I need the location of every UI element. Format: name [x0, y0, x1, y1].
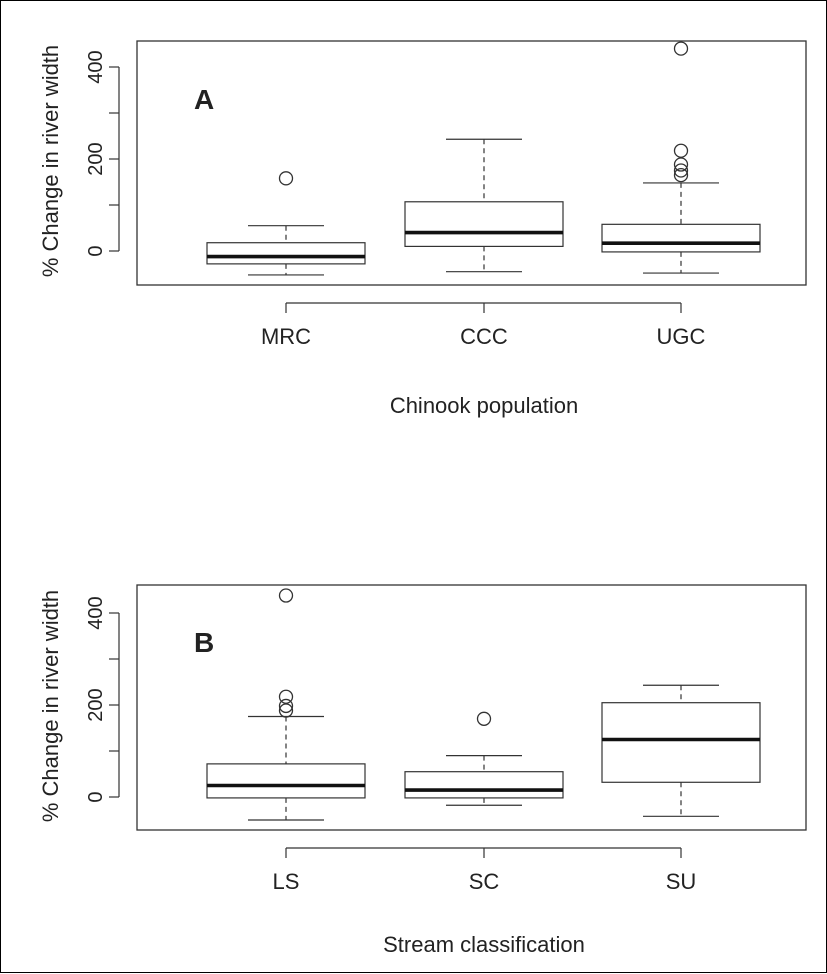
y-axis-label: % Change in river width	[38, 45, 63, 277]
iqr-box	[601, 223, 761, 253]
y-tick-label: 0	[85, 245, 107, 256]
x-tick-label-ugc: UGC	[657, 324, 706, 349]
x-tick-label-ccc: CCC	[460, 324, 508, 349]
y-tick-label: 400	[85, 50, 107, 83]
iqr-box	[206, 242, 366, 265]
outlier-point	[673, 157, 689, 172]
box-ccc	[404, 138, 564, 273]
outlier-point	[673, 41, 689, 56]
plot-frame	[136, 584, 807, 831]
box-ls	[206, 588, 366, 821]
outlier-point	[278, 703, 294, 718]
iqr-box	[601, 702, 761, 783]
iqr-box	[404, 771, 564, 799]
box-su	[601, 684, 761, 817]
y-tick-label: 200	[85, 142, 107, 175]
outlier-point	[278, 698, 294, 714]
panel-label: B	[194, 627, 214, 658]
outlier-point	[673, 167, 689, 183]
x-tick-label-ls: LS	[273, 869, 300, 894]
outlier-point	[673, 143, 689, 158]
plot-frame	[136, 40, 807, 286]
iqr-box	[404, 201, 564, 247]
panel-a: 0 200 400 % Change in river width MRC CCC UGC C…	[38, 40, 807, 418]
x-tick-label-su: SU	[666, 869, 697, 894]
box-sc	[404, 711, 564, 806]
outlier-point	[278, 689, 294, 704]
outlier-point	[278, 588, 294, 603]
y-tick-label: 200	[85, 688, 107, 721]
outlier-point	[278, 171, 294, 186]
box-mrc	[206, 171, 366, 276]
x-axis-label: Chinook population	[390, 393, 578, 418]
y-tick-label: 0	[85, 791, 107, 802]
outlier-point	[673, 163, 689, 178]
panel-label: A	[194, 84, 214, 115]
iqr-box	[206, 763, 366, 799]
x-tick-label-sc: SC	[469, 869, 500, 894]
y-axis-label: % Change in river width	[38, 590, 63, 822]
y-tick-label: 400	[85, 596, 107, 629]
box-ugc	[601, 41, 761, 274]
panel-b: 0 200 400 % Change in river width LS SC SU Stre…	[38, 584, 807, 957]
x-axis-label: Stream classification	[383, 932, 585, 957]
outlier-point	[476, 711, 492, 726]
x-tick-label-mrc: MRC	[261, 324, 311, 349]
